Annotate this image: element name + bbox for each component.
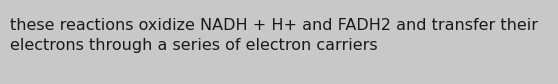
Text: these reactions oxidize NADH + H+ and FADH2 and transfer their: these reactions oxidize NADH + H+ and FA… — [10, 18, 538, 33]
Text: electrons through a series of electron carriers: electrons through a series of electron c… — [10, 38, 378, 53]
